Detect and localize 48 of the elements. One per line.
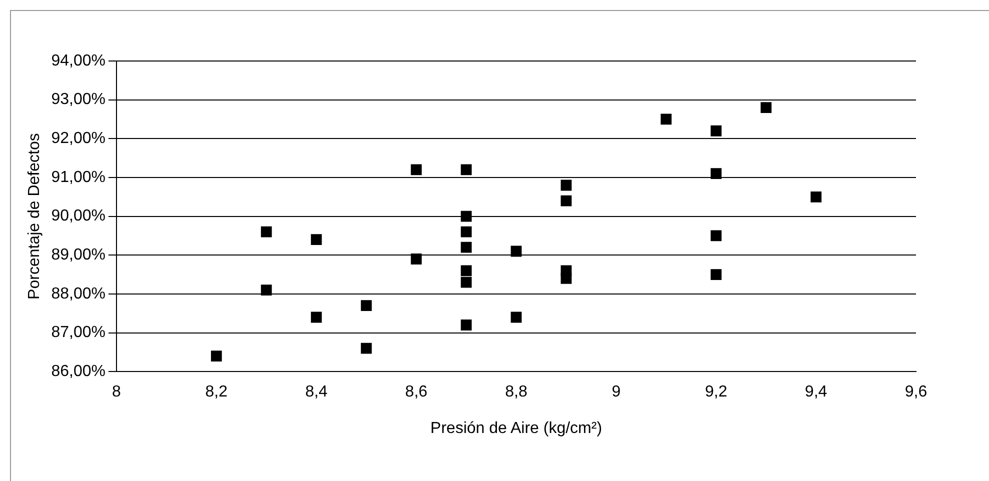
point: [310, 234, 322, 246]
point: [360, 300, 372, 312]
x-tick-label: 9,2: [704, 384, 728, 401]
point: [710, 269, 722, 280]
point: [560, 195, 572, 206]
point: [510, 246, 522, 257]
point: [660, 114, 672, 125]
x-tick-label: 9: [612, 384, 621, 401]
y-tick-label: 90,00%: [51, 208, 106, 225]
y-tick-label: 87,00%: [51, 324, 106, 342]
point: [760, 102, 772, 114]
point: [260, 284, 272, 296]
point: [810, 191, 822, 202]
point: [560, 272, 572, 284]
x-tick-label: 8,8: [505, 384, 528, 401]
point: [460, 226, 472, 238]
y-tick-label: 89,00%: [51, 246, 106, 264]
point: [360, 342, 372, 354]
y-tick-label: 93,00%: [51, 91, 106, 108]
y-tick-label: 92,00%: [51, 130, 106, 148]
point: [210, 350, 222, 362]
y-axis-title: Porcentaje de Defectos: [26, 133, 44, 300]
x-tick-label: 8,4: [305, 384, 328, 401]
point: [460, 265, 472, 276]
point: [410, 254, 422, 264]
y-tick-label: 91,00%: [51, 168, 106, 186]
y-tick-label: 86,00%: [51, 363, 106, 380]
point: [710, 230, 722, 242]
point: [260, 226, 272, 238]
y-tick-label: 88,00%: [51, 285, 106, 302]
x-tick-label: 9,6: [904, 384, 928, 401]
x-axis-title: Presión de Aire (kg/cm²): [430, 420, 602, 437]
x-tick-label: 8,2: [205, 384, 228, 401]
point: [310, 312, 322, 323]
point: [460, 164, 472, 176]
point: [560, 180, 572, 191]
point: [710, 168, 722, 180]
point: [460, 320, 472, 330]
point: [460, 242, 472, 253]
x-tick-label: 8: [112, 384, 122, 401]
x-tick-label: 8,6: [405, 384, 428, 401]
point: [460, 276, 472, 288]
y-tick-label: 94,00%: [51, 52, 106, 70]
point: [410, 164, 422, 176]
point: [510, 312, 522, 323]
x-tick-label: 9,4: [804, 384, 828, 401]
point: [460, 210, 472, 222]
point: [710, 125, 722, 136]
